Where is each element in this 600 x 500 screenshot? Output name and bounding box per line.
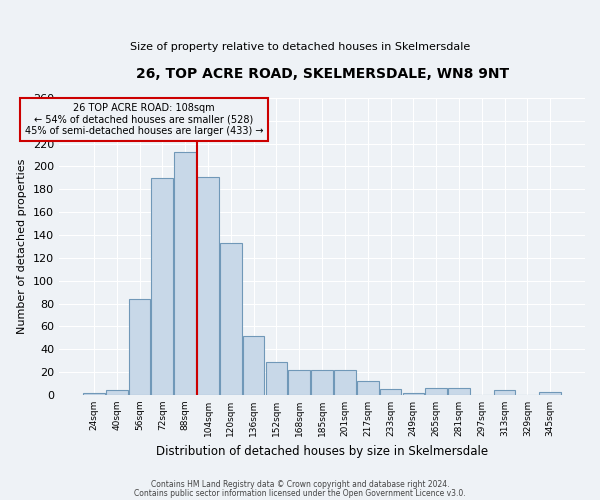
Bar	[289, 370, 310, 395]
Bar	[106, 390, 128, 395]
Bar	[243, 336, 265, 395]
Bar	[175, 152, 196, 395]
Bar	[197, 177, 219, 395]
Bar	[425, 388, 447, 395]
Text: 26 TOP ACRE ROAD: 108sqm
← 54% of detached houses are smaller (528)
45% of semi-: 26 TOP ACRE ROAD: 108sqm ← 54% of detach…	[25, 102, 263, 136]
Bar	[220, 243, 242, 395]
Bar	[128, 299, 151, 395]
Text: Size of property relative to detached houses in Skelmersdale: Size of property relative to detached ho…	[130, 42, 470, 52]
Bar	[83, 392, 105, 395]
Bar	[266, 362, 287, 395]
Bar	[448, 388, 470, 395]
X-axis label: Distribution of detached houses by size in Skelmersdale: Distribution of detached houses by size …	[156, 444, 488, 458]
Bar	[334, 370, 356, 395]
Bar	[311, 370, 333, 395]
Bar	[380, 389, 401, 395]
Y-axis label: Number of detached properties: Number of detached properties	[17, 159, 28, 334]
Title: 26, TOP ACRE ROAD, SKELMERSDALE, WN8 9NT: 26, TOP ACRE ROAD, SKELMERSDALE, WN8 9NT	[136, 68, 509, 82]
Bar	[539, 392, 561, 395]
Text: Contains public sector information licensed under the Open Government Licence v3: Contains public sector information licen…	[134, 488, 466, 498]
Bar	[494, 390, 515, 395]
Bar	[357, 381, 379, 395]
Bar	[151, 178, 173, 395]
Text: Contains HM Land Registry data © Crown copyright and database right 2024.: Contains HM Land Registry data © Crown c…	[151, 480, 449, 489]
Bar	[403, 392, 424, 395]
